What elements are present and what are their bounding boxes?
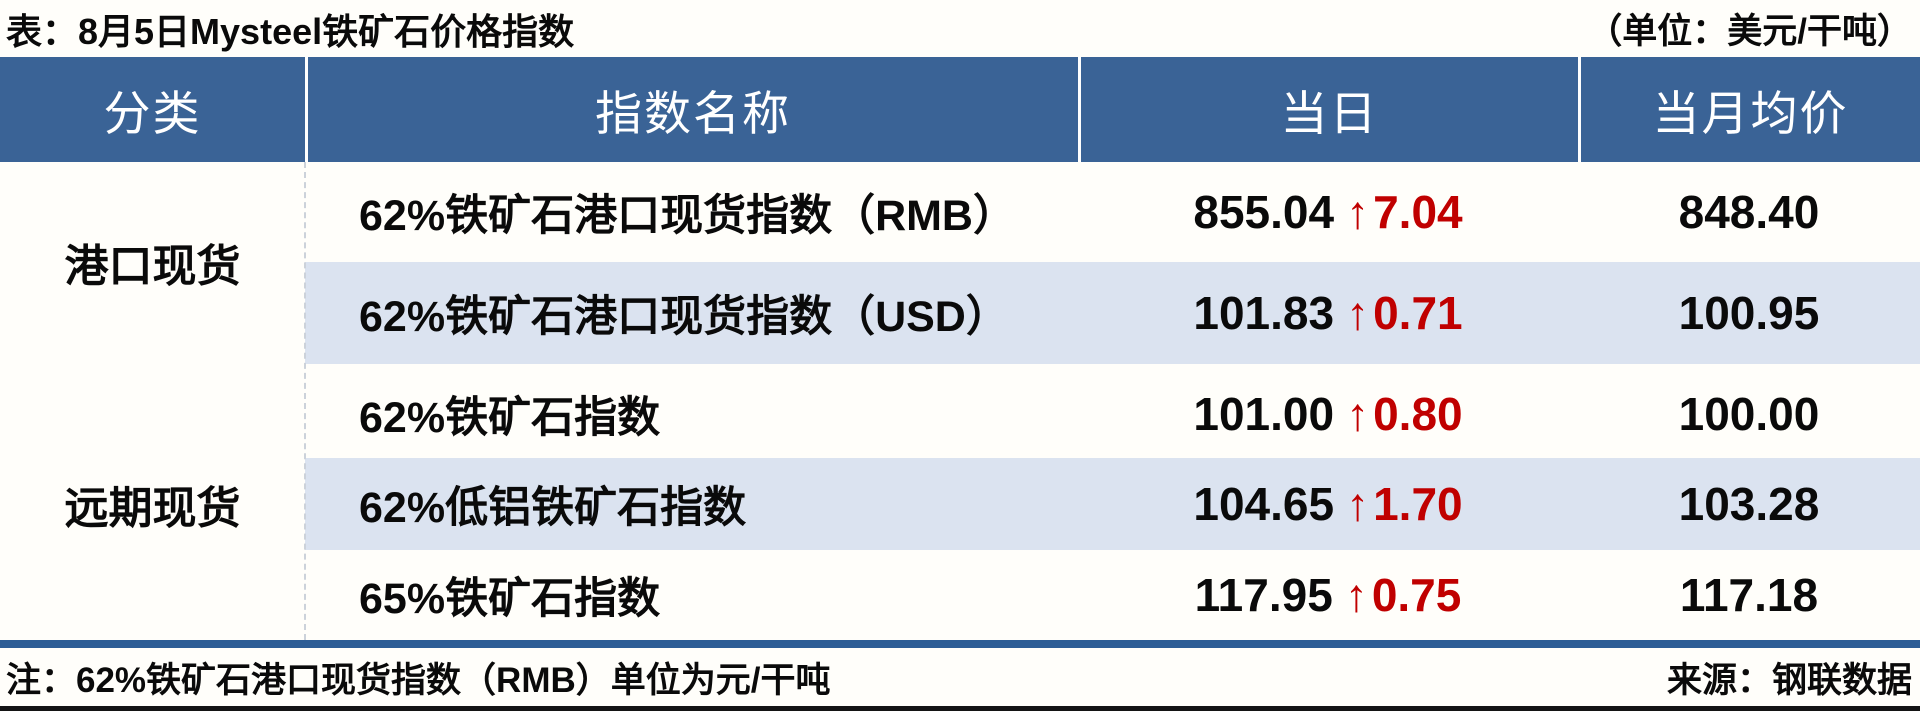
- title-bar: 表：8月5日Mysteel铁矿石价格指数 （单位：美元/干吨）: [0, 0, 1920, 57]
- up-arrow-icon: ↑: [1346, 287, 1370, 339]
- category-port-spot: 港口现货: [64, 242, 241, 291]
- column-header-category: 分类: [103, 89, 202, 141]
- today-value-cell: 855.04 ↑ 7.04: [1078, 162, 1578, 262]
- change-value: 0.71: [1373, 287, 1463, 339]
- table-row: 62%低铝铁矿石指数 104.65 ↑ 1.70 103.28: [305, 458, 1920, 550]
- month-average-value: 100.95: [1678, 287, 1820, 339]
- index-name: 62%铁矿石港口现货指数（RMB）: [359, 192, 1016, 240]
- data-source: 来源：钢联数据: [1666, 660, 1912, 700]
- month-average-value: 100.00: [1678, 388, 1820, 440]
- month-average-value: 848.40: [1678, 186, 1820, 238]
- today-value: 101.00: [1193, 388, 1335, 440]
- today-value-cell: 104.65 ↑ 1.70: [1078, 458, 1578, 550]
- table-title: 表：8月5日Mysteel铁矿石价格指数: [6, 10, 575, 52]
- up-arrow-icon: ↑: [1346, 478, 1370, 530]
- column-header-month-average: 当月均价: [1578, 57, 1920, 162]
- month-average-value: 103.28: [1678, 478, 1820, 530]
- column-header-index-name: 指数名称: [305, 57, 1078, 162]
- today-value-cell: 101.00 ↑ 0.80: [1078, 370, 1578, 458]
- today-value-cell: 101.83 ↑ 0.71: [1078, 262, 1578, 364]
- column-header-today: 当日: [1078, 57, 1578, 162]
- index-name: 65%铁矿石指数: [359, 575, 661, 623]
- table-row: 62%铁矿石指数 101.00 ↑ 0.80 100.00: [305, 370, 1920, 458]
- footer-bar: 注：62%铁矿石港口现货指数（RMB）单位为元/干吨 来源：钢联数据: [0, 648, 1920, 706]
- today-value-cell: 117.95 ↑ 0.75: [1078, 550, 1578, 640]
- today-value: 101.83: [1193, 287, 1335, 339]
- up-arrow-icon: ↑: [1346, 186, 1370, 238]
- data-rows: 62%铁矿石港口现货指数（RMB） 855.04 ↑ 7.04 848.40 6…: [305, 162, 1920, 640]
- table-header-row: 分类 指数名称 当日 当月均价: [0, 57, 1920, 162]
- today-value: 104.65: [1193, 478, 1335, 530]
- table-row: 62%铁矿石港口现货指数（USD） 101.83 ↑ 0.71 100.95: [305, 262, 1920, 364]
- group-separator: [305, 364, 1920, 370]
- index-name: 62%铁矿石指数: [359, 394, 661, 442]
- footnote: 注：62%铁矿石港口现货指数（RMB）单位为元/干吨: [6, 660, 831, 700]
- category-column-divider: [304, 162, 306, 640]
- change-value: 0.75: [1371, 569, 1462, 621]
- today-value: 855.04: [1193, 186, 1335, 238]
- bottom-divider-bar: [0, 640, 1920, 648]
- index-name: 62%铁矿石港口现货指数（USD）: [359, 293, 1009, 341]
- category-column: 港口现货 远期现货: [0, 162, 305, 640]
- month-average-value: 117.18: [1679, 569, 1819, 621]
- today-value: 117.95: [1194, 569, 1333, 621]
- change-value: 7.04: [1373, 186, 1463, 238]
- table-body: 港口现货 远期现货 62%铁矿石港口现货指数（RMB） 855.04 ↑ 7.0…: [0, 162, 1920, 640]
- category-forward-spot: 远期现货: [64, 484, 241, 533]
- table-row: 65%铁矿石指数 117.95 ↑ 0.75 117.18: [305, 550, 1920, 640]
- change-value: 0.80: [1373, 388, 1463, 440]
- unit-label: （单位：美元/干吨）: [1587, 12, 1912, 51]
- change-value: 1.70: [1373, 478, 1463, 530]
- up-arrow-icon: ↑: [1344, 569, 1368, 621]
- index-name: 62%低铝铁矿石指数: [359, 484, 747, 532]
- table-row: 62%铁矿石港口现货指数（RMB） 855.04 ↑ 7.04 848.40: [305, 162, 1920, 262]
- up-arrow-icon: ↑: [1346, 388, 1370, 440]
